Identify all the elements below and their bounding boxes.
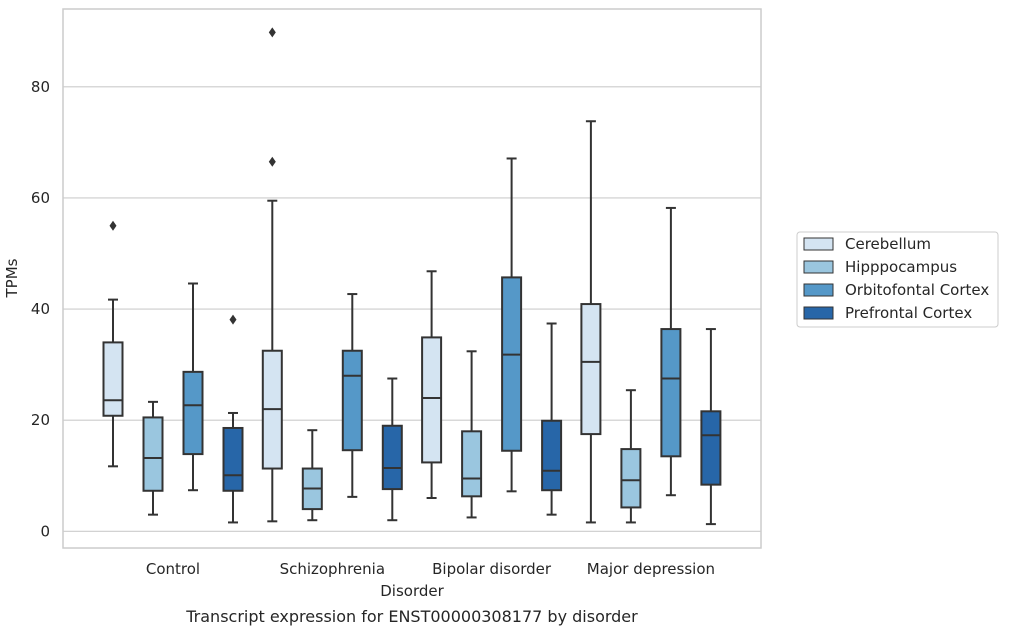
x-tick-label: Schizophrenia	[280, 560, 385, 578]
category-group	[261, 27, 403, 523]
outlier-point	[268, 156, 276, 167]
box-iqr	[341, 349, 363, 452]
box-iqr	[541, 419, 563, 492]
legend-label: Prefrontal Cortex	[845, 304, 972, 322]
box-iqr	[461, 430, 483, 498]
box	[501, 157, 523, 493]
legend-label: Orbitofontal Cortex	[845, 281, 989, 299]
figure-caption: Transcript expression for ENST0000030817…	[185, 607, 638, 626]
box	[421, 270, 443, 499]
box-iqr	[700, 410, 722, 486]
box	[381, 377, 403, 522]
category-group	[580, 120, 722, 526]
legend-frame	[796, 231, 999, 328]
gridlines	[63, 86, 761, 532]
box-iqr	[381, 424, 403, 491]
box-iqr	[421, 336, 443, 464]
box	[541, 322, 563, 516]
y-tick-label: 60	[31, 189, 50, 207]
category-group	[421, 157, 563, 519]
box	[660, 206, 682, 497]
plot-area	[62, 8, 762, 549]
box	[620, 389, 642, 524]
y-tick-label: 0	[40, 522, 50, 540]
legend-swatch	[803, 306, 834, 320]
y-axis-title: TPMs	[3, 258, 21, 298]
box-iqr	[182, 370, 204, 456]
box	[341, 293, 363, 498]
legend-label: Cerebellum	[845, 235, 931, 253]
box-iqr	[102, 341, 124, 417]
box-iqr	[501, 276, 523, 452]
box-iqr	[142, 416, 164, 492]
outlier-point	[229, 314, 237, 325]
y-tick-label: 80	[31, 78, 50, 96]
box-groups	[102, 27, 722, 526]
box	[222, 314, 244, 524]
x-axis-title: Disorder	[380, 582, 444, 600]
legend-swatch	[803, 283, 834, 297]
box	[580, 120, 602, 524]
box-iqr	[620, 448, 642, 509]
x-tick-label: Control	[146, 560, 200, 578]
box	[182, 282, 204, 492]
box	[700, 328, 722, 526]
box-iqr	[580, 303, 602, 436]
legend-swatch	[803, 260, 834, 274]
x-axis-ticks: Control Schizophrenia Bipolar disorder Majo…	[146, 560, 715, 578]
y-axis-ticks: 0 20 40 60 80	[31, 78, 50, 541]
legend-swatch	[803, 237, 834, 251]
x-tick-label: Major depression	[587, 560, 715, 578]
box-iqr	[660, 328, 682, 458]
box-iqr	[222, 426, 244, 492]
legend: Cerebellum Hipppocampus Orbitofontal Corte…	[796, 231, 999, 328]
legend-label: Hipppocampus	[845, 258, 957, 276]
x-tick-label: Bipolar disorder	[432, 560, 552, 578]
category-group	[102, 220, 244, 524]
outlier-point	[109, 220, 117, 231]
box	[461, 350, 483, 519]
box	[142, 400, 164, 516]
box	[261, 27, 283, 523]
box	[301, 429, 323, 522]
y-tick-label: 20	[31, 411, 50, 429]
y-tick-label: 40	[31, 300, 50, 318]
box	[102, 220, 124, 468]
outlier-point	[268, 27, 276, 38]
